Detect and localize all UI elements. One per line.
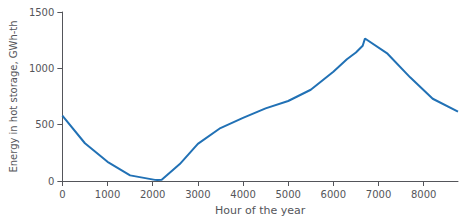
svg-text:2000: 2000 [140, 189, 165, 200]
svg-text:5000: 5000 [275, 189, 300, 200]
svg-text:500: 500 [35, 119, 54, 130]
svg-text:Energy in hot storage, GWh-th: Energy in hot storage, GWh-th [8, 20, 19, 172]
svg-text:0: 0 [59, 189, 65, 200]
svg-text:0: 0 [48, 176, 54, 187]
svg-text:1500: 1500 [29, 7, 54, 18]
svg-text:1000: 1000 [95, 189, 120, 200]
svg-text:6000: 6000 [321, 189, 346, 200]
svg-text:7000: 7000 [366, 189, 391, 200]
svg-text:8000: 8000 [411, 189, 436, 200]
svg-text:1000: 1000 [29, 63, 54, 74]
svg-text:3000: 3000 [185, 189, 210, 200]
svg-text:4000: 4000 [230, 189, 255, 200]
svg-text:Hour of the year: Hour of the year [215, 204, 306, 217]
